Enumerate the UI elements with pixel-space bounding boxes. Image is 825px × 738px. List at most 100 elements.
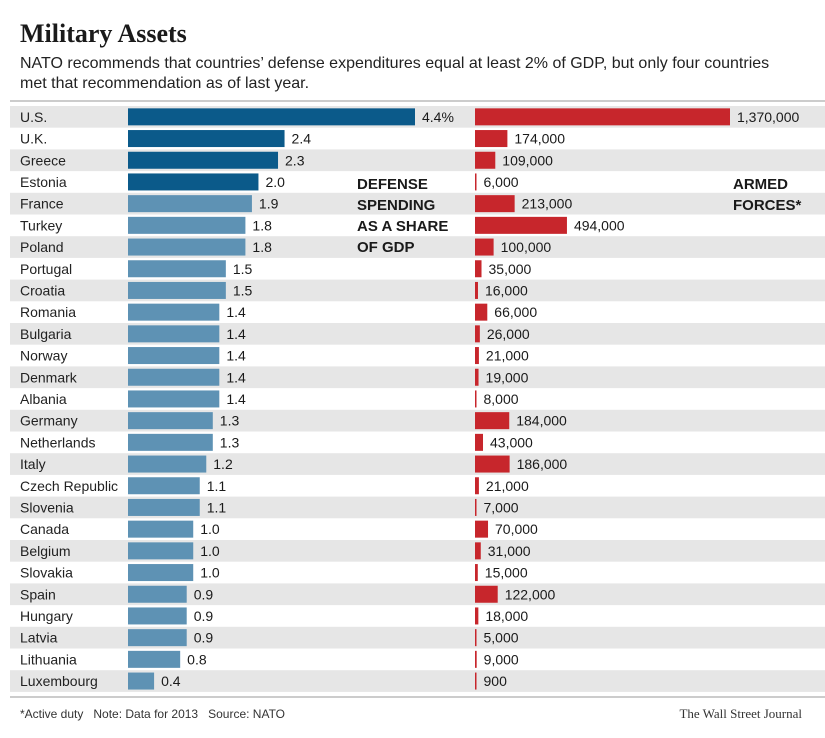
- spending-value-u-s: 4.4%: [422, 109, 454, 125]
- armed-forces-value-lithuania: 9,000: [484, 651, 519, 667]
- armed-forces-value-spain: 122,000: [505, 586, 556, 602]
- row-stripe: [10, 496, 825, 519]
- row-stripe: [10, 626, 825, 649]
- spending-bar-belgium: [128, 542, 194, 560]
- armed-forces-value-canada: 70,000: [495, 521, 538, 537]
- country-label-belgium: Belgium: [20, 543, 71, 559]
- armed-forces-value-latvia: 5,000: [484, 630, 519, 646]
- spending-value-poland: 1.8: [252, 239, 272, 255]
- country-label-spain: Spain: [20, 586, 56, 602]
- spending-bar-luxembourg: [128, 672, 155, 690]
- armed-forces-bar-netherlands: [475, 433, 484, 451]
- spending-bar-turkey: [128, 216, 246, 234]
- armed-forces-bar-canada: [475, 520, 489, 538]
- spending-bar-croatia: [128, 281, 226, 299]
- armed-forces-bar-greece: [475, 151, 496, 169]
- armed-forces-bar-belgium: [475, 542, 481, 560]
- row-stripes: [10, 106, 825, 692]
- armed-forces-value-italy: 186,000: [517, 456, 568, 472]
- spending-value-norway: 1.4: [226, 348, 246, 364]
- spending-bar-netherlands: [128, 433, 213, 451]
- spending-bar-france: [128, 195, 252, 213]
- country-label-greece: Greece: [20, 152, 66, 168]
- armed-forces-bar-italy: [475, 455, 510, 473]
- armed-forces-title-line-1: ARMED: [733, 176, 788, 193]
- spending-value-turkey: 1.8: [252, 217, 272, 233]
- armed-forces-bar-slovakia: [475, 564, 478, 582]
- armed-forces-bar-spain: [475, 585, 498, 603]
- armed-forces-bar-denmark: [475, 368, 479, 386]
- chart-title: Military Assets: [20, 19, 187, 48]
- footer-credit: The Wall Street Journal: [679, 706, 802, 721]
- chart-subtitle-line-2: met that recommendation as of last year.: [20, 75, 309, 92]
- country-label-norway: Norway: [20, 348, 67, 364]
- spending-bar-portugal: [128, 260, 226, 278]
- defense-spending-title-line-4: OF GDP: [357, 239, 415, 256]
- spending-bar-albania: [128, 390, 220, 408]
- spending-value-slovenia: 1.1: [207, 499, 227, 515]
- country-label-netherlands: Netherlands: [20, 434, 96, 450]
- spending-value-germany: 1.3: [220, 413, 240, 429]
- spending-value-belgium: 1.0: [200, 543, 220, 559]
- armed-forces-value-u-k: 174,000: [514, 131, 565, 147]
- armed-forces-value-slovenia: 7,000: [484, 499, 519, 515]
- spending-value-hungary: 0.9: [194, 608, 214, 624]
- spending-bar-czech-republic: [128, 477, 200, 495]
- armed-forces-value-estonia: 6,000: [484, 174, 519, 190]
- country-label-turkey: Turkey: [20, 217, 62, 233]
- armed-forces-bar-germany: [475, 412, 510, 430]
- defense-spending-title-line-1: DEFENSE: [357, 176, 428, 193]
- defense-spending-title-line-3: AS A SHARE: [357, 218, 448, 235]
- spending-bar-denmark: [128, 368, 220, 386]
- spending-value-france: 1.9: [259, 196, 279, 212]
- country-label-u-k: U.K.: [20, 131, 47, 147]
- country-label-hungary: Hungary: [20, 608, 73, 624]
- spending-value-netherlands: 1.3: [220, 434, 240, 450]
- armed-forces-value-norway: 21,000: [486, 348, 529, 364]
- spending-value-estonia: 2.0: [265, 174, 285, 190]
- spending-bar-estonia: [128, 173, 259, 191]
- spending-bar-bulgaria: [128, 325, 220, 343]
- country-label-poland: Poland: [20, 239, 64, 255]
- row-stripe: [10, 670, 825, 692]
- spending-value-greece: 2.3: [285, 152, 305, 168]
- row-stripe: [10, 409, 825, 432]
- footer-note: *Active duty Note: Data for 2013 Source:…: [20, 707, 285, 721]
- spending-value-slovakia: 1.0: [200, 565, 220, 581]
- country-label-italy: Italy: [20, 456, 46, 472]
- spending-bar-hungary: [128, 607, 187, 625]
- armed-forces-bar-norway: [475, 347, 479, 365]
- spending-bar-italy: [128, 455, 207, 473]
- armed-forces-value-u-s: 1,370,000: [737, 109, 799, 125]
- armed-forces-bar-croatia: [475, 281, 478, 299]
- spending-value-bulgaria: 1.4: [226, 326, 246, 342]
- country-label-czech-republic: Czech Republic: [20, 478, 118, 494]
- armed-forces-bar-hungary: [475, 607, 479, 625]
- row-stripe: [10, 453, 825, 475]
- armed-forces-bar-romania: [475, 303, 488, 321]
- country-label-albania: Albania: [20, 391, 67, 407]
- row-stripe: [10, 540, 825, 562]
- armed-forces-value-greece: 109,000: [502, 152, 553, 168]
- spending-value-croatia: 1.5: [233, 282, 253, 298]
- armed-forces-value-poland: 100,000: [501, 239, 552, 255]
- country-label-bulgaria: Bulgaria: [20, 326, 72, 342]
- spending-bar-spain: [128, 585, 187, 603]
- armed-forces-value-belgium: 31,000: [488, 543, 531, 559]
- armed-forces-bar-u-k: [475, 130, 508, 148]
- spending-value-albania: 1.4: [226, 391, 246, 407]
- armed-forces-value-hungary: 18,000: [485, 608, 528, 624]
- armed-forces-value-croatia: 16,000: [485, 282, 528, 298]
- spending-value-canada: 1.0: [200, 521, 220, 537]
- country-label-denmark: Denmark: [20, 369, 78, 385]
- country-label-latvia: Latvia: [20, 630, 58, 646]
- armed-forces-value-germany: 184,000: [516, 413, 567, 429]
- armed-forces-bar-latvia: [475, 629, 477, 647]
- spending-bar-norway: [128, 347, 220, 365]
- country-label-estonia: Estonia: [20, 174, 67, 190]
- armed-forces-bar-luxembourg: [475, 672, 477, 690]
- spending-bar-slovakia: [128, 564, 194, 582]
- spending-value-spain: 0.9: [194, 586, 214, 602]
- country-label-slovenia: Slovenia: [20, 499, 74, 515]
